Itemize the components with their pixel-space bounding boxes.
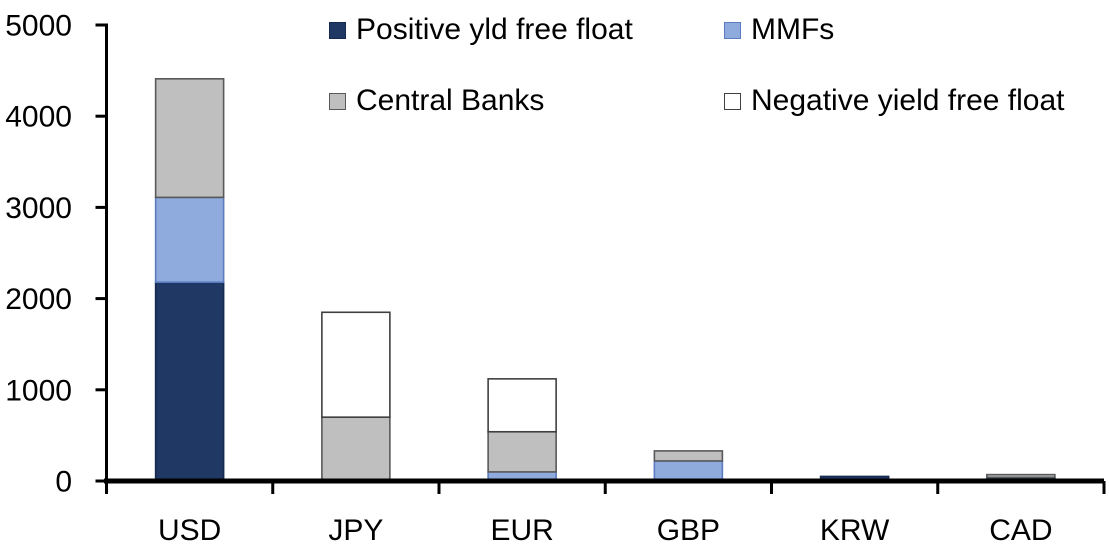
legend-label-central-banks: Central Banks (356, 84, 545, 117)
legend-swatch-positive-yld-free-float (329, 21, 346, 39)
legend-item-negative-yield-free-float: Negative yield free float (724, 83, 1065, 119)
bar-segment-CAD (986, 473, 1056, 479)
x-axis-label: EUR (490, 514, 553, 547)
legend-label-positive-yld-free-float: Positive yld free float (356, 13, 633, 46)
y-tick-label: 2000 (5, 283, 72, 316)
y-tick-label: 1000 (5, 374, 72, 407)
x-axis-label: GBP (657, 514, 720, 547)
bar-segment-EUR (487, 378, 557, 433)
bar-segment-USD (154, 281, 225, 482)
y-tick-label: 0 (55, 466, 72, 499)
x-axis-label: CAD (989, 514, 1052, 547)
bar-segment-JPY (321, 311, 391, 418)
y-tick-label: 5000 (5, 10, 72, 43)
legend-item-positive-yld-free-float: Positive yld free float (329, 12, 633, 48)
legend-label-negative-yield-free-float: Negative yield free float (751, 84, 1065, 117)
y-tick-label: 4000 (5, 101, 72, 134)
bar-segment-GBP (653, 450, 724, 462)
bar-segment-USD (154, 196, 225, 283)
legend-swatch-mmfs (724, 21, 741, 39)
legend-item-central-banks: Central Banks (329, 83, 544, 119)
legend-swatch-central-banks (329, 92, 346, 110)
legend-item-mmfs: MMFs (724, 12, 834, 48)
bar-segment-USD (154, 78, 225, 199)
x-axis-label: USD (158, 514, 221, 547)
bar-segment-EUR (487, 430, 557, 473)
x-axis-label: JPY (328, 514, 383, 547)
x-axis-label: KRW (820, 514, 890, 547)
bar-segment-GBP (653, 460, 724, 482)
y-tick-label: 3000 (5, 192, 72, 225)
bar-segment-JPY (321, 416, 391, 482)
legend-swatch-negative-yield-free-float (724, 92, 741, 110)
legend-label-mmfs: MMFs (751, 13, 835, 46)
